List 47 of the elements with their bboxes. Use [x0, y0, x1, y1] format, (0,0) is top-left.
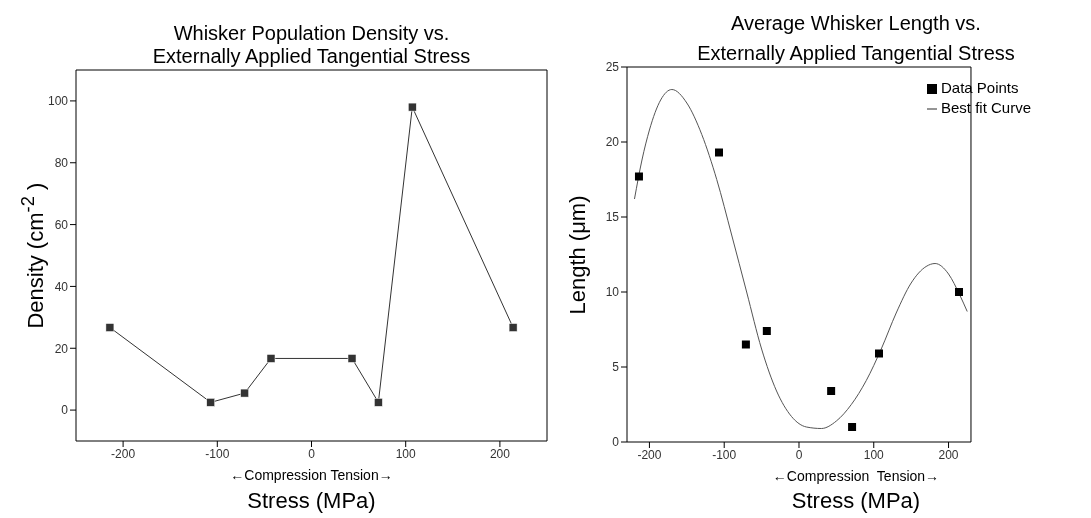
y-tick-label: 15 [605, 210, 620, 225]
point [714, 148, 723, 157]
y-tick-label: 20 [54, 341, 69, 356]
point [408, 102, 417, 112]
point [848, 423, 857, 431]
y-axis-title: Length (μm) [565, 194, 591, 315]
y-tick-label: 25 [605, 60, 620, 75]
x-tick-label: -100 [205, 446, 230, 461]
x-tick-label: -200 [637, 447, 662, 462]
x-tick-label: 100 [395, 446, 417, 461]
point [206, 398, 215, 407]
x-tick-label: 0 [308, 446, 316, 461]
point [508, 323, 518, 332]
legend-label: Best fit Curve [940, 99, 1031, 116]
point [240, 388, 249, 398]
x-tick-label: 200 [938, 447, 959, 462]
chart-title: Whisker Population Density vs. Externally Applied Tangential Stress [151, 22, 472, 68]
y-tick-label: 100 [47, 94, 69, 109]
x-tick-label: -100 [712, 447, 737, 462]
point [874, 349, 883, 358]
text: ←Compression Tension→ [771, 468, 941, 484]
point [955, 288, 963, 296]
x-tick-label: 100 [863, 447, 885, 462]
point [266, 354, 276, 363]
point [347, 354, 357, 363]
legend-label: Data Points [940, 79, 1019, 96]
chart-title: Average Whisker Length vs. Externally Applied Tangential Stress [696, 11, 1016, 66]
point [105, 323, 115, 332]
x-tick-label: 200 [489, 446, 511, 461]
x-tick-label: -200 [111, 446, 136, 461]
point [741, 340, 750, 349]
text: ←Compression Tension→ [229, 467, 394, 483]
y-tick-label: 60 [54, 217, 69, 232]
y-tick-label: 0 [61, 403, 69, 418]
point [634, 172, 643, 181]
x-axis-title: Stress (MPa) [246, 488, 377, 514]
y-tick-label: 20 [605, 135, 620, 150]
y-tick-label: 0 [612, 435, 620, 450]
x-tick-label: 0 [795, 447, 803, 462]
y-tick-label: 40 [54, 279, 69, 294]
point [762, 327, 771, 335]
x-axis-title: Stress (MPa) [790, 488, 922, 514]
point [827, 387, 836, 395]
y-tick-label: 10 [605, 285, 620, 300]
y-tick-label: 80 [54, 156, 69, 171]
point [374, 398, 383, 407]
y-tick-label: 5 [612, 360, 620, 375]
